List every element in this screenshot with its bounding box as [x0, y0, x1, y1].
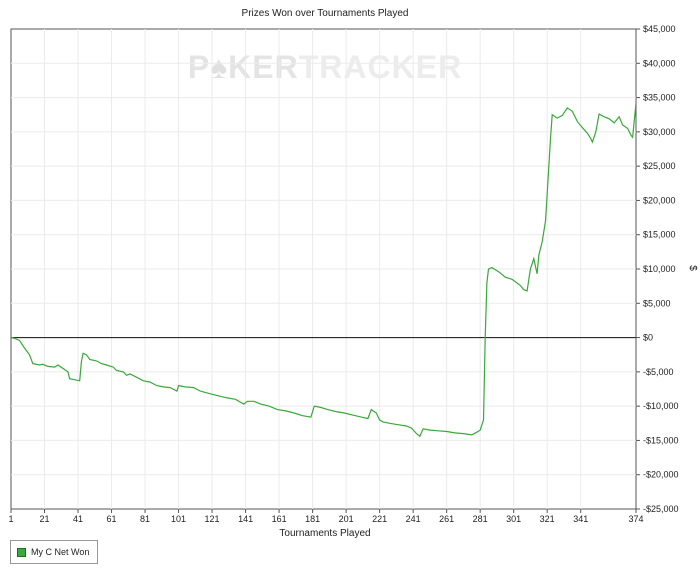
y-tick-label: -$20,000 [643, 470, 679, 480]
series-line-0 [11, 102, 636, 438]
y-tick-label: -$15,000 [643, 435, 679, 445]
x-tick-label: 161 [272, 514, 287, 524]
x-tick-label: 61 [107, 514, 117, 524]
x-tick-label: 261 [439, 514, 454, 524]
watermark-text: P♠KERTRACKER [188, 49, 462, 85]
chart: P♠KERTRACKER 1 21 41 61 81 101 121 141 161 181 201… [8, 24, 698, 539]
x-tick-label: 341 [573, 514, 588, 524]
series-lines [11, 102, 636, 438]
y-axis: $45,000 $40,000 $35,000 $30,000 $25,000 $20,0… [636, 24, 679, 514]
x-tick-label: 201 [339, 514, 354, 524]
x-axis-title: Tournaments Played [279, 528, 370, 539]
y-tick-label: $30,000 [643, 127, 676, 137]
x-axis: 1 21 41 61 81 101 121 141 161 181 201 221 241 261 281 3… [8, 509, 644, 524]
x-tick-label: 1 [8, 514, 13, 524]
y-tick-label: $20,000 [643, 195, 676, 205]
legend-swatch [17, 547, 26, 557]
chart-title: Prizes Won over Tournaments Played [241, 8, 409, 19]
y-tick-label: $15,000 [643, 230, 676, 240]
y-tick-label: -$25,000 [643, 504, 679, 514]
y-tick-label: $45,000 [643, 24, 676, 34]
x-tick-label: 374 [628, 514, 643, 524]
x-tick-label: 141 [238, 514, 253, 524]
x-tick-label: 21 [40, 514, 50, 524]
y-tick-label: $25,000 [643, 161, 676, 171]
y-tick-label: -$5,000 [643, 367, 674, 377]
x-tick-label: 121 [205, 514, 220, 524]
y-tick-label: $35,000 [643, 93, 676, 103]
y-tick-label: $40,000 [643, 58, 676, 68]
watermark: P♠KERTRACKER [188, 49, 462, 85]
legend-label: My C Net Won [31, 547, 90, 557]
y-axis-title: $ [687, 265, 698, 271]
x-tick-label: 181 [305, 514, 320, 524]
x-tick-label: 101 [171, 514, 186, 524]
y-tick-label: $10,000 [643, 264, 676, 274]
x-tick-label: 241 [406, 514, 421, 524]
x-tick-label: 301 [506, 514, 521, 524]
y-tick-label: $5,000 [643, 298, 671, 308]
y-tick-label: $0 [643, 333, 653, 343]
y-tick-label: -$10,000 [643, 401, 679, 411]
x-tick-label: 221 [372, 514, 387, 524]
legend[interactable]: My C Net Won [10, 540, 99, 564]
x-tick-label: 81 [140, 514, 150, 524]
x-tick-label: 321 [540, 514, 555, 524]
x-tick-label: 281 [473, 514, 488, 524]
x-tick-label: 41 [73, 514, 83, 524]
